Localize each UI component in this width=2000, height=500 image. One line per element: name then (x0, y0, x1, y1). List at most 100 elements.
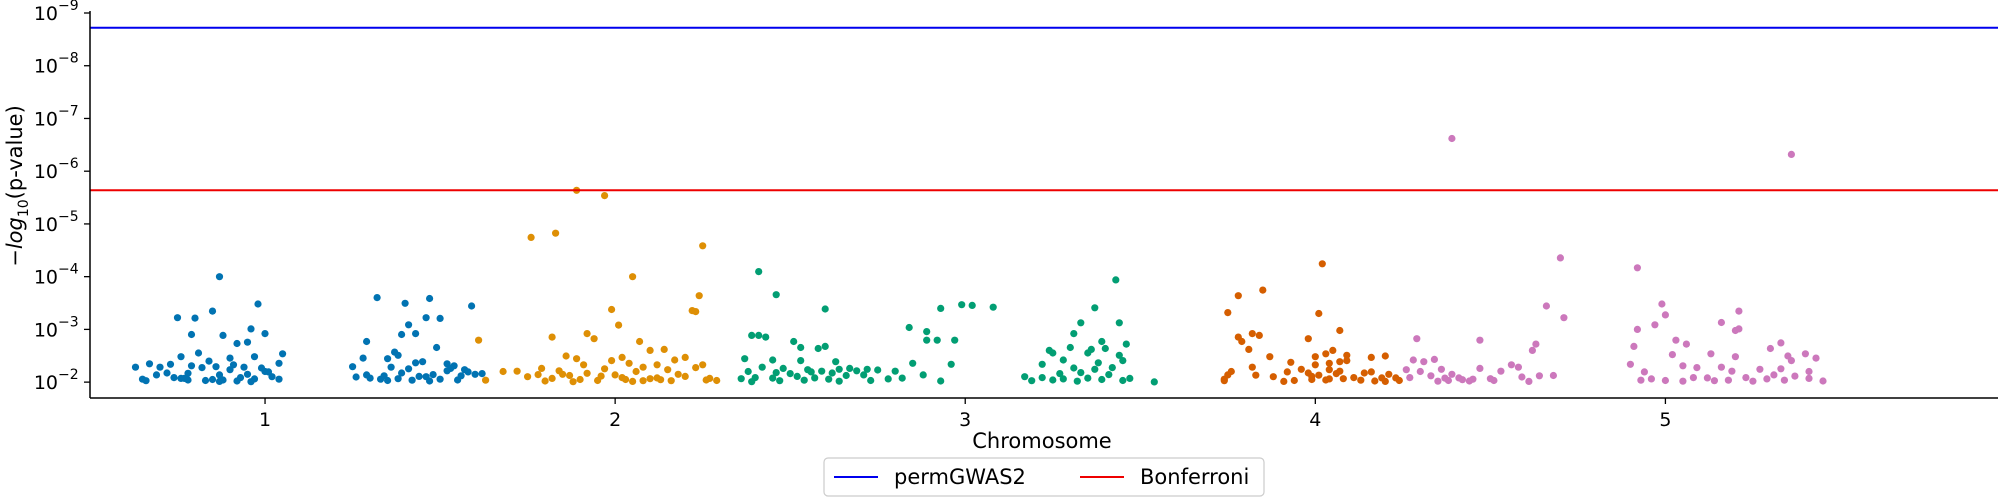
point-chr3-27 (1101, 344, 1109, 353)
point-chr4-44 (1290, 376, 1298, 385)
point-chr2-51 (639, 377, 647, 385)
x-tick-label-3: 3 (959, 409, 971, 431)
point-chr3-62 (1021, 373, 1029, 381)
point-chr5-45 (1728, 367, 1736, 375)
point-chr3-56 (807, 368, 815, 376)
point-chr3-80 (1098, 375, 1106, 384)
point-chr4-8 (1248, 330, 1256, 338)
point-chr1-32 (226, 366, 234, 374)
point-chr1-25 (275, 359, 283, 367)
point-chr5-27 (1731, 353, 1739, 361)
point-chr2-10 (615, 321, 623, 329)
point-chr3-31 (1087, 345, 1095, 353)
point-chr5-21 (1766, 344, 1774, 353)
point-chr3-63 (1056, 370, 1064, 378)
point-chr2-5 (699, 242, 707, 250)
point-chr1b-8 (412, 330, 420, 338)
point-chr3-58 (853, 367, 861, 375)
point-chr1-3 (187, 330, 196, 339)
point-chr1b-18 (359, 354, 367, 362)
point-chr2-59 (482, 376, 490, 384)
point-chr2-12 (583, 330, 591, 338)
point-chr1-19 (166, 360, 175, 368)
point-chr3-49 (863, 365, 871, 373)
y-tick-label: 10−9 (34, 0, 79, 25)
point-chr1b-38 (464, 368, 472, 376)
point-chr5-5 (1735, 307, 1743, 315)
point-chr4-48 (1381, 377, 1389, 385)
point-chr4-49 (1395, 376, 1403, 385)
point-chr2-26 (653, 361, 661, 369)
point-chr3-38 (947, 360, 955, 368)
point-chr3-42 (1038, 360, 1046, 368)
point-chr2-54 (713, 376, 721, 385)
point-chr5-4 (1542, 302, 1550, 310)
point-chr5-2 (1556, 254, 1564, 262)
point-chr1b-7 (398, 330, 406, 339)
point-chr2-30 (601, 365, 609, 373)
point-chr3-15 (790, 337, 798, 346)
point-chr1-22 (212, 363, 220, 371)
point-chr3-89 (1073, 377, 1081, 385)
point-chr5-44 (1640, 368, 1648, 376)
point-chr5-31 (1626, 360, 1634, 368)
point-chr2-61 (702, 376, 710, 384)
point-chr2-50 (622, 375, 630, 384)
point-chr5-71 (1637, 376, 1645, 384)
point-chr1-15 (279, 350, 287, 358)
y-tick-label: 10−7 (34, 103, 79, 130)
point-chr3-69 (793, 372, 801, 380)
point-chr2-7 (695, 292, 703, 300)
point-chr3-85 (835, 377, 843, 385)
point-chr3-65 (1105, 371, 1113, 379)
point-chr2-32 (664, 366, 672, 374)
point-chr1b-3 (405, 321, 413, 329)
point-chr3-35 (797, 357, 805, 365)
point-chr2-31 (632, 367, 640, 376)
x-tick-label-5: 5 (1659, 409, 1671, 431)
point-chr2-21 (671, 356, 679, 364)
point-chr1b-34 (349, 363, 357, 371)
point-chr2-46 (524, 373, 532, 381)
point-chr3-73 (860, 371, 868, 379)
point-chr5-1 (1787, 150, 1795, 158)
point-chr2-28 (538, 364, 546, 372)
point-chr1b-0 (373, 294, 381, 302)
point-chr3-52 (1108, 364, 1116, 372)
point-chr3-64 (1077, 369, 1085, 377)
point-chr5-41 (1437, 365, 1445, 373)
point-chr5-57 (1535, 372, 1543, 380)
point-chr5-77 (1780, 376, 1788, 384)
point-chr1-31 (215, 371, 224, 379)
point-chr5-39 (1402, 366, 1410, 374)
point-chr5-78 (1819, 377, 1827, 385)
point-chr5-18 (1630, 342, 1638, 350)
point-chr4-36 (1315, 371, 1323, 379)
point-chr2-58 (475, 336, 483, 344)
x-tick-label-1: 1 (259, 409, 271, 431)
point-chr3-71 (825, 375, 833, 383)
legend-label-permgwas2: permGWAS2 (894, 465, 1026, 489)
point-chr1-51 (208, 375, 217, 384)
point-chr3-17 (814, 344, 822, 353)
point-chr3-10 (923, 328, 931, 336)
point-chr2-4 (629, 273, 637, 281)
point-chr3-4 (989, 303, 997, 311)
point-chr3-22 (933, 336, 941, 344)
point-chr1-5 (173, 314, 182, 322)
point-chr3-23 (951, 336, 959, 344)
point-chr1b-1 (401, 299, 409, 307)
point-chr5-28 (1409, 356, 1417, 364)
point-chr1-7 (261, 330, 269, 338)
point-chr1-44 (201, 376, 210, 385)
point-chr3-7 (968, 301, 976, 309)
point-chr1b-19 (387, 363, 395, 371)
point-chr4-54 (1280, 377, 1288, 385)
point-chr3-19 (748, 331, 756, 339)
point-chr3-3 (1112, 276, 1120, 284)
series-chr-2 (475, 186, 721, 386)
point-chr1-49 (131, 363, 140, 371)
point-chr3-14 (1115, 319, 1123, 327)
point-chr4-27 (1325, 366, 1333, 374)
